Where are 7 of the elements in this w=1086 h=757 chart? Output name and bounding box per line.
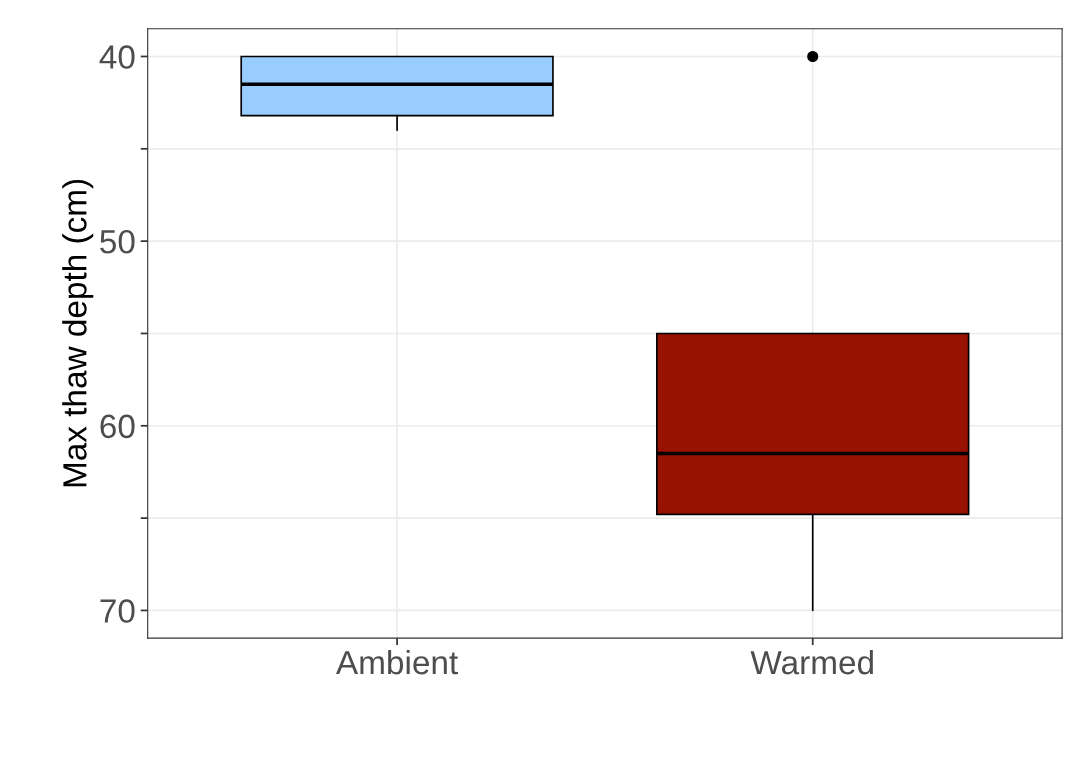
y-tick-label: 50	[100, 229, 135, 254]
y-tick-label: 60	[100, 414, 135, 439]
y-tick-label: 40	[99, 45, 135, 69]
x-tick-label: Ambient	[336, 649, 458, 675]
y-axis-title: Max thaw depth (cm)	[62, 179, 94, 487]
x-tick-label: Warmed	[750, 649, 873, 675]
y-tick-label: 70	[100, 599, 135, 623]
